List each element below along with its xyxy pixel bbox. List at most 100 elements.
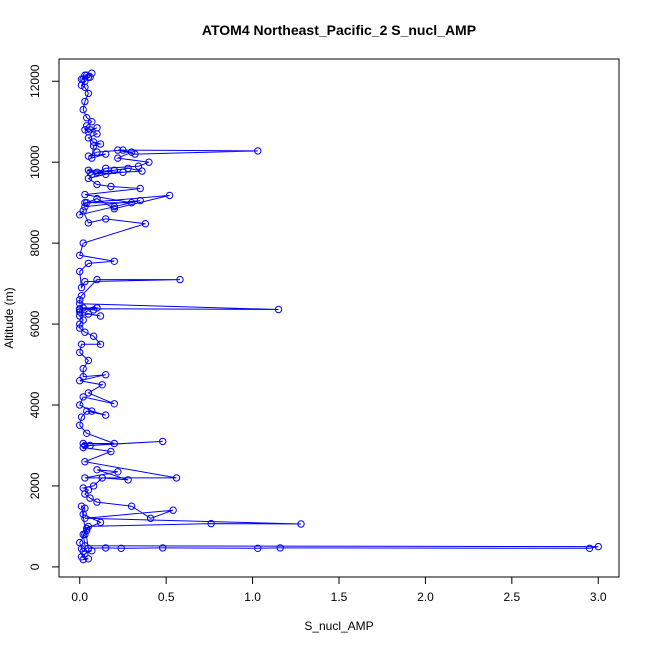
data-point: [84, 389, 93, 397]
x-tick-label: 0.0: [71, 590, 88, 604]
data-point: [102, 371, 110, 379]
data-point: [110, 257, 119, 265]
data-point: [96, 340, 105, 348]
data-point: [110, 439, 119, 448]
data-point: [138, 167, 146, 175]
x-tick-label: 3.0: [590, 590, 607, 604]
data-point: [102, 164, 110, 173]
data-point: [83, 122, 91, 130]
data-point: [127, 502, 136, 510]
data-point: [145, 158, 153, 166]
data-point: [159, 544, 167, 552]
y-tick-label: 6000: [28, 310, 42, 337]
data-point: [83, 429, 91, 437]
data-point: [77, 502, 86, 510]
data-point: [124, 164, 132, 173]
data-point: [110, 203, 119, 211]
data-point: [93, 148, 101, 156]
data-point: [79, 443, 87, 452]
data-point: [89, 482, 98, 490]
data-point: [81, 328, 89, 336]
data-point: [165, 191, 174, 200]
data-point: [79, 239, 87, 247]
data-point: [146, 514, 155, 522]
data-point: [83, 407, 91, 415]
data-point: [98, 474, 106, 482]
data-point: [89, 332, 98, 340]
data-point: [79, 105, 87, 114]
data-point: [102, 544, 110, 552]
data-point: [79, 373, 87, 381]
data-point: [88, 170, 96, 179]
data-point: [172, 474, 181, 482]
data-point: [102, 215, 110, 223]
data-point: [88, 407, 96, 415]
data-point: [102, 150, 110, 158]
data-point: [169, 506, 177, 514]
data-point: [79, 439, 87, 448]
x-tick-label: 2.5: [503, 590, 520, 604]
data-point: [84, 522, 93, 531]
data-point: [76, 267, 84, 276]
x-tick-label: 1.5: [331, 590, 348, 604]
data-point: [207, 519, 215, 528]
data-point: [76, 538, 84, 547]
data-point: [136, 184, 144, 193]
data-point: [81, 126, 89, 134]
data-point: [84, 555, 93, 563]
y-tick-label: 0: [28, 563, 42, 570]
data-point: [83, 114, 91, 122]
data-point: [77, 340, 86, 348]
y-tick-label: 10000: [28, 145, 42, 179]
data-point: [83, 524, 91, 533]
data-point: [96, 312, 105, 320]
y-axis-label: Altitude (m): [2, 287, 16, 348]
data-point: [107, 182, 115, 191]
data-point: [79, 393, 87, 401]
data-point: [159, 437, 167, 446]
data-point: [114, 154, 122, 162]
data-point: [76, 324, 84, 332]
data-point: [93, 168, 101, 177]
data-point: [117, 544, 125, 552]
data-point: [93, 498, 101, 506]
data-point: [76, 348, 84, 357]
data-point: [81, 514, 89, 522]
x-tick-label: 0.5: [158, 590, 175, 604]
data-point: [83, 199, 91, 207]
data-point: [88, 154, 96, 162]
data-point: [76, 251, 84, 260]
data-point: [114, 146, 122, 154]
data-point: [76, 211, 84, 219]
data-point: [136, 196, 144, 205]
x-axis: 0.0 0.5 1.0 1.5 2.0 2.5 3.0: [71, 576, 607, 604]
y-axis: 0 2000 4000 6000 8000 10000 12000: [28, 64, 60, 570]
x-tick-label: 2.0: [417, 590, 434, 604]
data-point: [76, 401, 84, 409]
data-point: [93, 275, 101, 284]
chart-title: ATOM4 Northeast_Pacific_2 S_nucl_AMP: [202, 22, 476, 38]
data-point: [86, 73, 94, 81]
data-point: [102, 411, 110, 419]
data-point: [84, 219, 93, 227]
data-point: [81, 277, 89, 286]
data-point: [77, 292, 86, 300]
data-point: [86, 494, 94, 502]
data-point: [93, 180, 101, 189]
data-point: [110, 166, 119, 175]
data-point: [119, 146, 127, 154]
y-tick-label: 4000: [28, 391, 42, 418]
data-point: [81, 97, 89, 106]
data-point: [254, 147, 262, 155]
data-point: [98, 381, 106, 389]
data-point: [88, 118, 96, 126]
data-point: [93, 194, 101, 203]
data-point: [84, 259, 93, 268]
data-point: [76, 300, 84, 308]
data-point: [107, 447, 115, 456]
data-point: [276, 544, 284, 552]
data-point: [81, 542, 89, 550]
data-point: [84, 356, 93, 365]
data-point: [96, 518, 105, 527]
